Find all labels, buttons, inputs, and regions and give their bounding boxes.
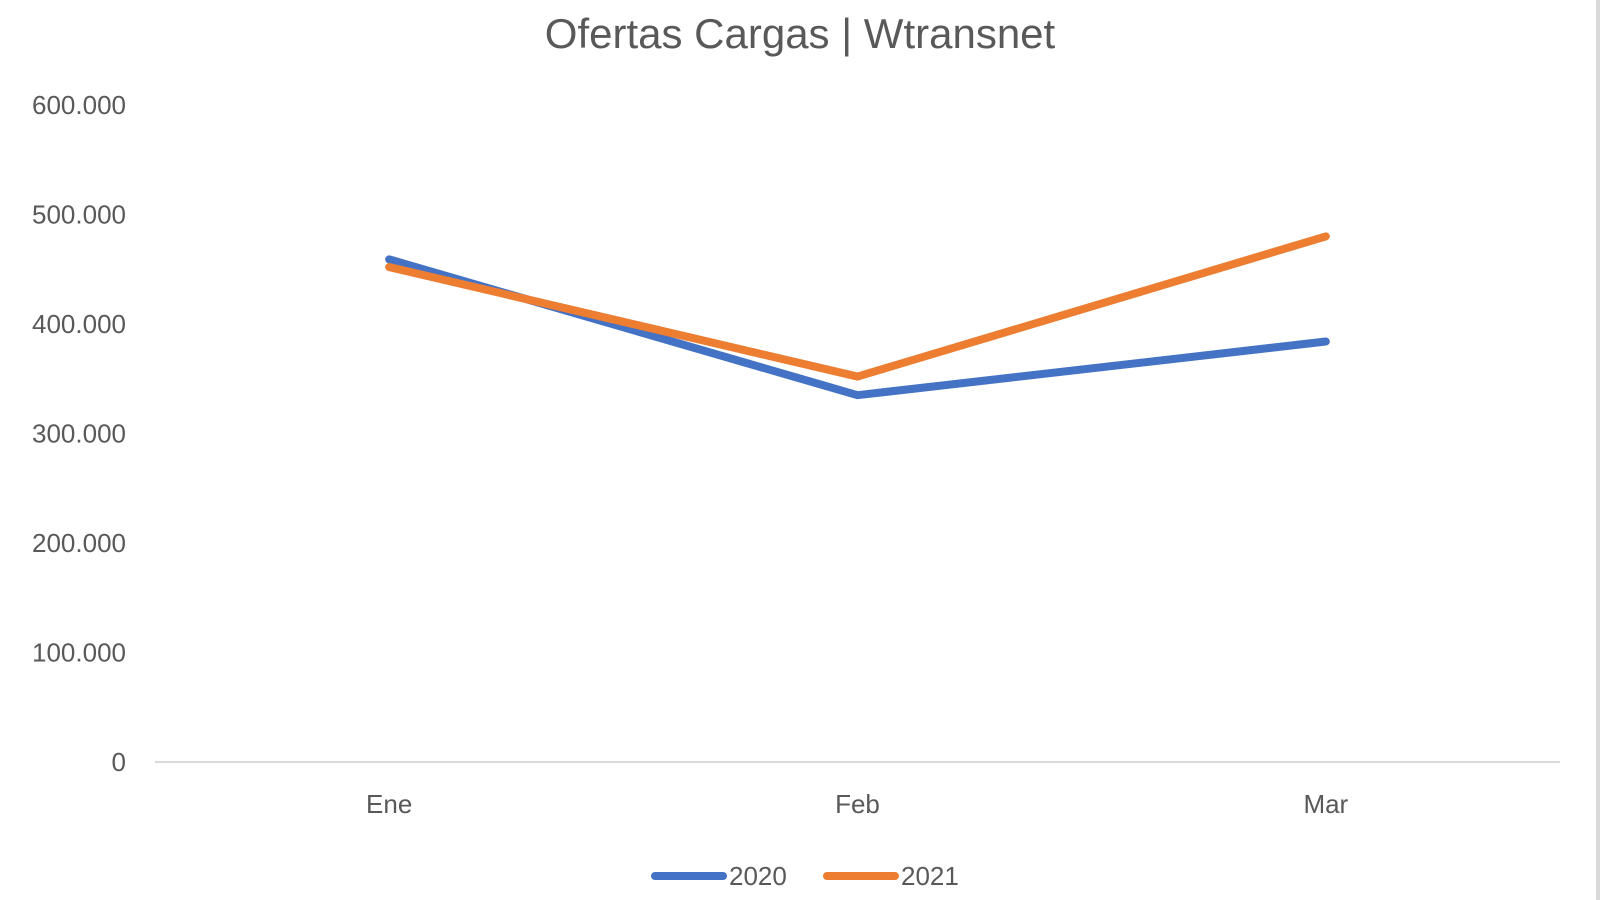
chart-title: Ofertas Cargas | Wtransnet — [545, 10, 1056, 57]
legend-label-2020: 2020 — [729, 861, 787, 891]
legend-label-2021: 2021 — [901, 861, 959, 891]
y-axis-tick-labels: 0 100.000 200.000 300.000 400.000 500.000 600.… — [32, 90, 126, 777]
x-axis-tick-labels: Ene Feb Mar — [366, 789, 1349, 819]
y-tick-label: 600.000 — [32, 90, 126, 120]
y-tick-label: 400.000 — [32, 309, 126, 339]
right-edge-border — [1596, 0, 1600, 900]
y-tick-label: 0 — [112, 747, 126, 777]
y-tick-label: 300.000 — [32, 419, 126, 449]
x-tick-label: Feb — [835, 789, 880, 819]
x-tick-label: Mar — [1303, 789, 1348, 819]
y-tick-label: 500.000 — [32, 200, 126, 230]
y-tick-label: 100.000 — [32, 638, 126, 668]
series-line-2021 — [385, 232, 1330, 381]
x-tick-label: Ene — [366, 789, 412, 819]
y-tick-label: 200.000 — [32, 528, 126, 558]
legend: 2020 2021 — [651, 861, 959, 891]
series-lines — [385, 232, 1330, 400]
